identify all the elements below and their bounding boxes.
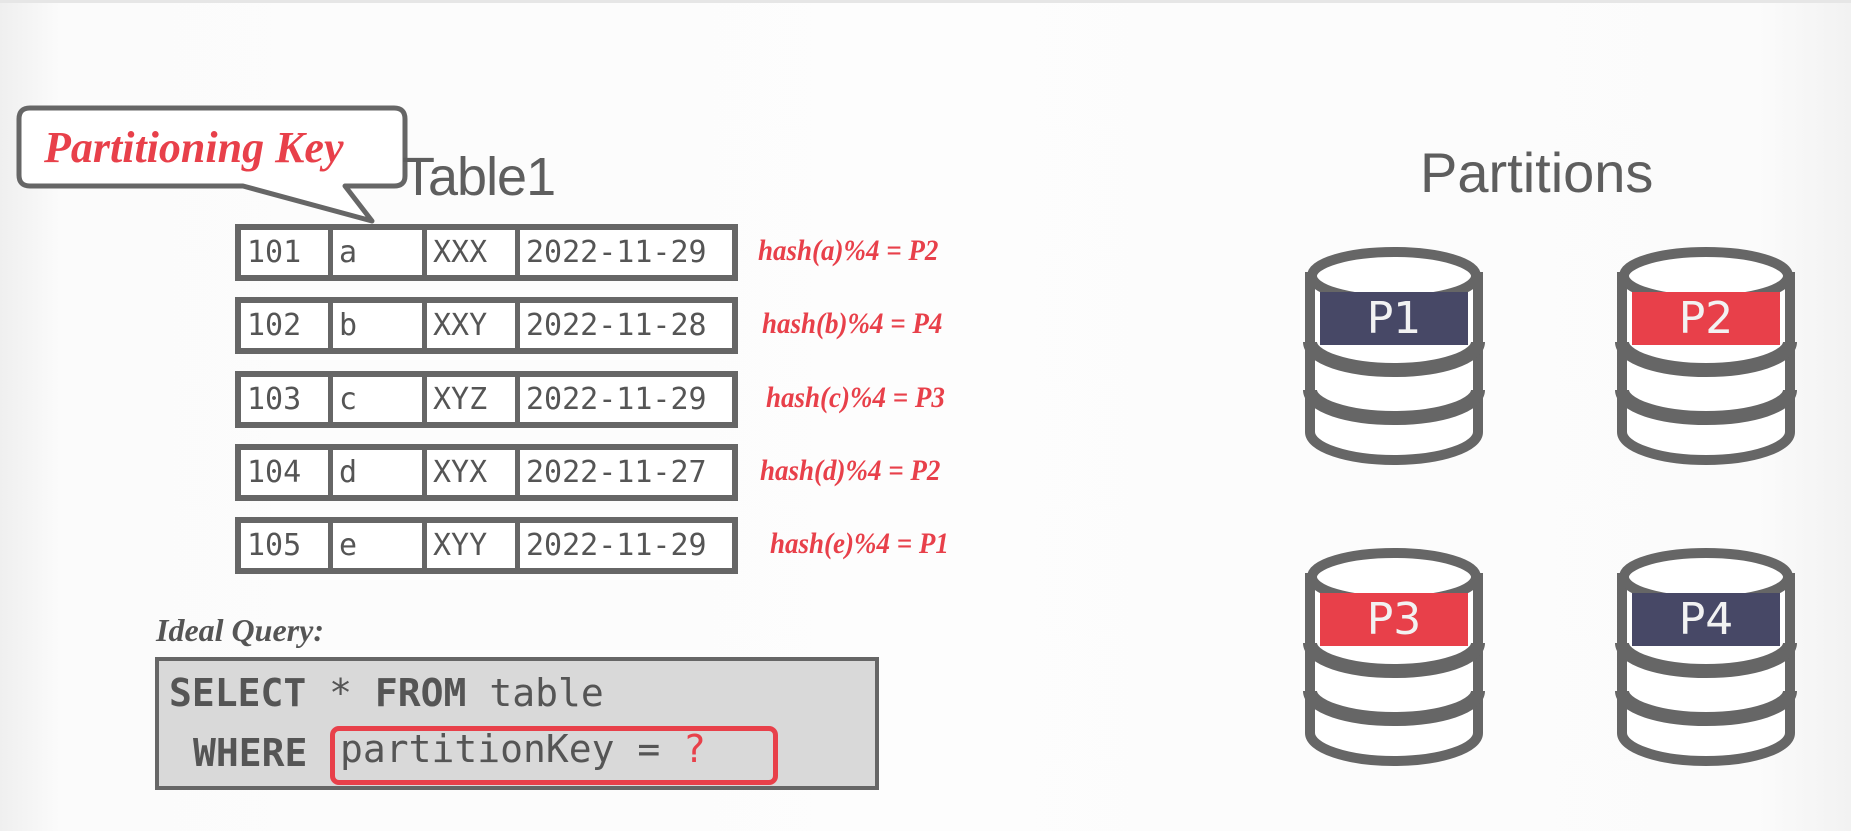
cell-key: a bbox=[333, 230, 427, 275]
table-row: 105 e XYY 2022-11-29 bbox=[235, 517, 738, 574]
where-condition: partitionKey = ? bbox=[340, 727, 706, 771]
partitions-title: Partitions bbox=[1420, 141, 1654, 204]
cell-date: 2022-11-29 bbox=[526, 382, 707, 417]
hash-label: hash(c)%4 = P3 bbox=[766, 381, 945, 414]
cell-code: XYZ bbox=[427, 377, 520, 422]
partition-p2: P2 bbox=[1614, 242, 1798, 468]
partitioning-key-callout bbox=[16, 105, 408, 224]
placeholder-question-mark: ? bbox=[683, 727, 707, 771]
cell-key: b bbox=[333, 303, 427, 348]
table-title: Table1 bbox=[402, 147, 556, 207]
condition-highlight bbox=[330, 726, 778, 785]
hash-label: hash(a)%4 = P2 bbox=[758, 234, 939, 267]
partition-label: P4 bbox=[1632, 593, 1780, 646]
ideal-query-label: Ideal Query: bbox=[156, 612, 324, 648]
partition-p3: P3 bbox=[1302, 543, 1486, 769]
table-row: 102 b XXY 2022-11-28 bbox=[235, 297, 738, 354]
cell-key: c bbox=[333, 377, 427, 422]
partition-label: P3 bbox=[1320, 593, 1468, 646]
cell-code: XXX bbox=[427, 230, 520, 275]
partition-label: P1 bbox=[1320, 292, 1468, 345]
hash-label: hash(b)%4 = P4 bbox=[762, 307, 943, 340]
cell-date: 2022-11-29 bbox=[526, 528, 707, 563]
query-line-2: WHERE bbox=[193, 731, 307, 775]
table-row: 101 a XXX 2022-11-29 bbox=[235, 224, 738, 281]
cell-code: XYX bbox=[427, 450, 520, 495]
callout-text: Partitioning Key bbox=[44, 123, 344, 172]
database-icon bbox=[1615, 548, 1797, 766]
database-icon bbox=[1303, 548, 1485, 766]
select-keyword: SELECT bbox=[169, 671, 307, 715]
partition-p1: P1 bbox=[1302, 242, 1486, 468]
table-name: table bbox=[466, 671, 604, 715]
cell-code: XYY bbox=[427, 523, 520, 568]
table-row: 103 c XYZ 2022-11-29 bbox=[235, 371, 738, 428]
condition-text: partitionKey = bbox=[340, 727, 684, 771]
database-icon bbox=[1303, 247, 1485, 465]
top-border bbox=[0, 0, 1851, 3]
cell-id: 101 bbox=[241, 230, 333, 275]
database-icon bbox=[1615, 247, 1797, 465]
cell-id: 105 bbox=[241, 523, 333, 568]
cell-id: 103 bbox=[241, 377, 333, 422]
partition-p4: P4 bbox=[1614, 543, 1798, 769]
cell-id: 102 bbox=[241, 303, 333, 348]
star: * bbox=[306, 671, 375, 715]
cell-date: 2022-11-29 bbox=[526, 235, 707, 270]
from-keyword: FROM bbox=[374, 671, 467, 715]
cell-date: 2022-11-28 bbox=[526, 308, 707, 343]
cell-key: d bbox=[333, 450, 427, 495]
table-row: 104 d XYX 2022-11-27 bbox=[235, 444, 738, 501]
partition-label: P2 bbox=[1632, 292, 1780, 345]
cell-key: e bbox=[333, 523, 427, 568]
query-line-1: SELECT * FROM table bbox=[169, 671, 604, 715]
cell-code: XXY bbox=[427, 303, 520, 348]
where-keyword: WHERE bbox=[193, 731, 308, 775]
hash-label: hash(e)%4 = P1 bbox=[770, 527, 949, 560]
cell-id: 104 bbox=[241, 450, 333, 495]
cell-date: 2022-11-27 bbox=[526, 455, 707, 490]
query-box: SELECT * FROM table WHERE bbox=[155, 657, 879, 790]
hash-label: hash(d)%4 = P2 bbox=[760, 454, 941, 487]
